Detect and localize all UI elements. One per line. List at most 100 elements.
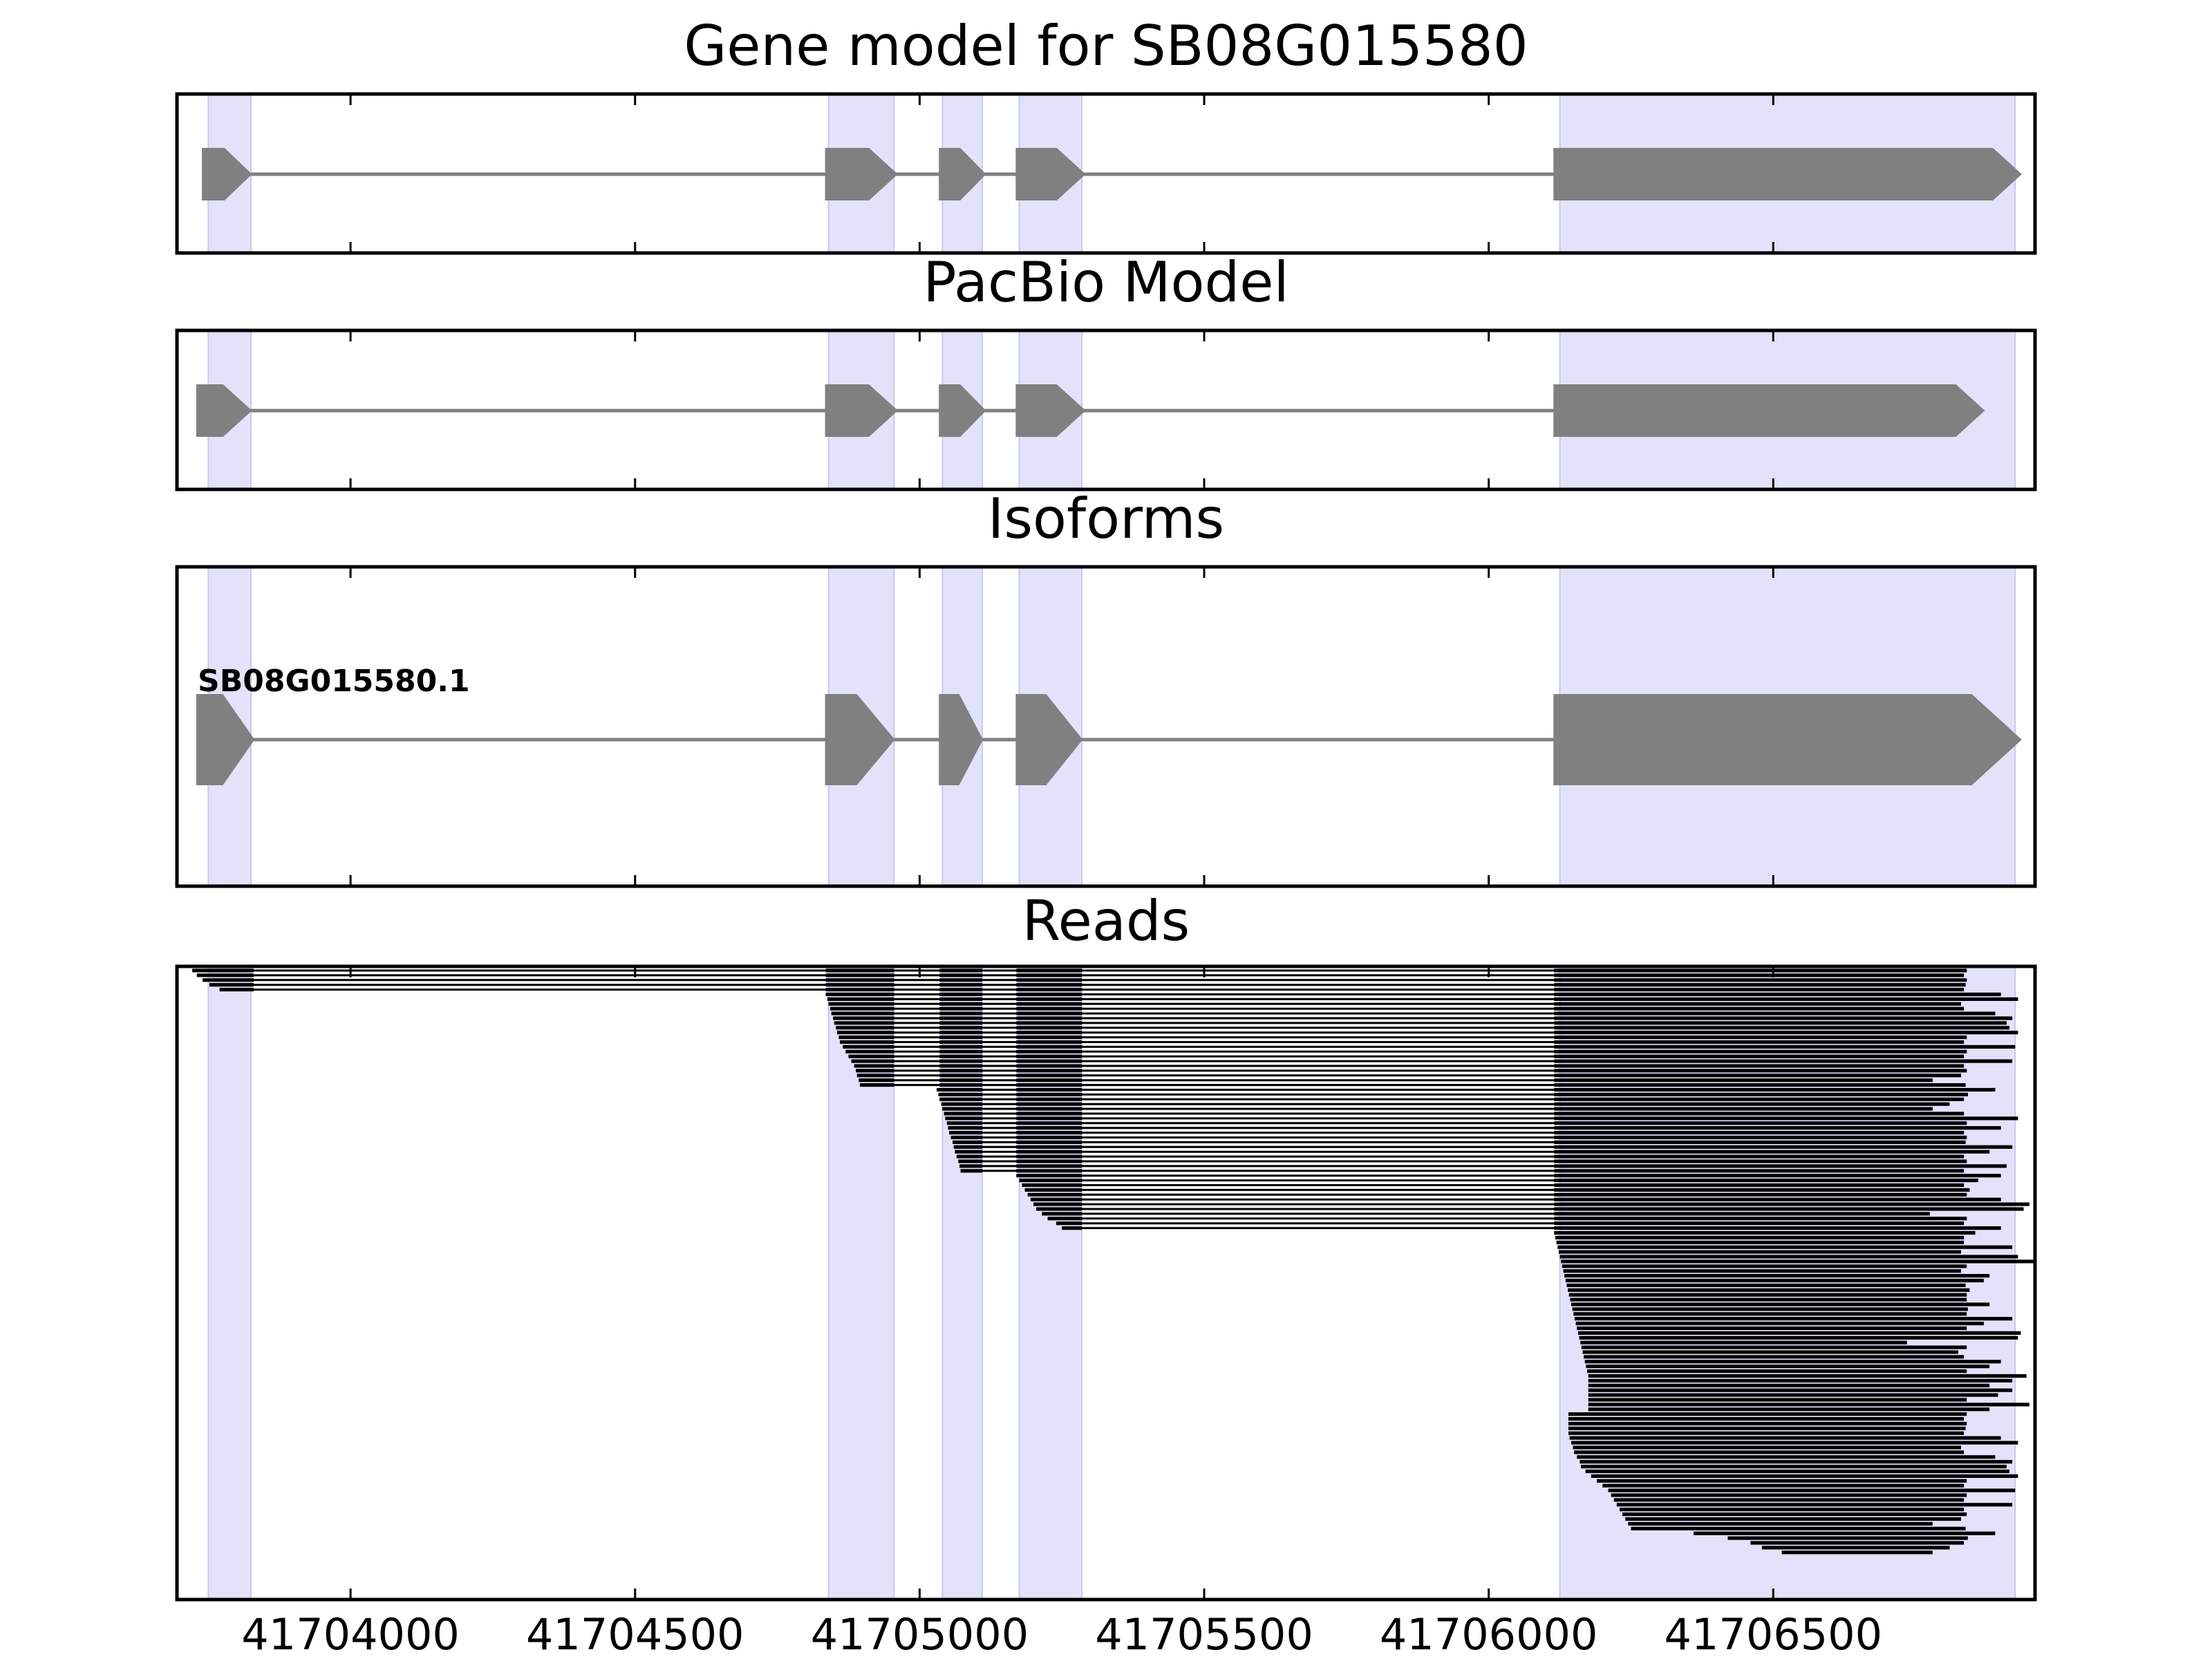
read-exon xyxy=(1016,1131,1082,1135)
read xyxy=(953,1140,1966,1144)
read xyxy=(1581,1345,1967,1349)
read xyxy=(948,1126,2001,1130)
read-exon xyxy=(827,997,894,1001)
read-exon xyxy=(1554,1078,1933,1082)
read-exon xyxy=(1016,1016,1082,1020)
read-exon xyxy=(1030,1197,1082,1201)
read xyxy=(1577,1326,1967,1331)
read-exon xyxy=(1554,992,2001,997)
read xyxy=(1568,1426,1966,1430)
read-exon xyxy=(843,1044,894,1049)
read-exon xyxy=(825,992,894,997)
read-exon xyxy=(1024,1188,1082,1192)
read-exon xyxy=(1580,1460,2013,1464)
read-exon xyxy=(1016,978,1082,982)
read xyxy=(1036,1207,2024,1211)
read-exon xyxy=(825,978,894,982)
read-exon xyxy=(840,1040,894,1044)
read xyxy=(1577,1331,2021,1335)
read xyxy=(825,992,2001,997)
read xyxy=(828,1002,1961,1006)
read xyxy=(1588,1374,2027,1378)
read xyxy=(1586,1365,1990,1369)
read-exon xyxy=(1554,1154,1965,1159)
read-exon xyxy=(1613,1498,1965,1502)
read-exon xyxy=(1554,1031,2018,1035)
read-exon xyxy=(1586,1365,1990,1369)
read xyxy=(1056,1221,1965,1226)
x-tick-label: 41706000 xyxy=(1380,1609,1598,1659)
read xyxy=(219,988,1965,992)
read xyxy=(1555,1235,1965,1239)
read xyxy=(1564,1274,1990,1278)
read-exon xyxy=(1016,1150,1082,1154)
read xyxy=(1727,1536,1968,1540)
read xyxy=(1559,1255,2018,1259)
read xyxy=(949,1131,1965,1135)
read-exon xyxy=(825,983,894,987)
read xyxy=(1587,1369,1967,1374)
read-exon xyxy=(1016,1154,1082,1159)
read-exon xyxy=(939,1064,982,1068)
read-exon xyxy=(1564,1274,1990,1278)
read xyxy=(939,1097,1965,1101)
read xyxy=(941,1102,1950,1106)
exon-shape xyxy=(1015,148,1086,200)
read-exon xyxy=(1554,1207,2024,1211)
read-exon xyxy=(1569,1436,2001,1440)
read-exon xyxy=(1588,1383,1990,1387)
read xyxy=(959,1164,2007,1168)
read-exon xyxy=(1554,1011,1996,1015)
read xyxy=(1597,1479,1967,1483)
read-exon xyxy=(836,1026,894,1030)
read-exon xyxy=(1016,1035,1082,1040)
read-exon xyxy=(1554,997,2018,1001)
read-exon xyxy=(1584,1360,2001,1364)
read-exon xyxy=(1694,1531,1996,1535)
read xyxy=(1694,1531,1996,1535)
read-exon xyxy=(825,988,894,992)
read-exon xyxy=(1616,1503,2013,1507)
read-exon xyxy=(203,978,254,982)
read-exon xyxy=(859,1083,894,1087)
read xyxy=(827,997,2018,1001)
read-exon xyxy=(1016,1097,1082,1101)
read-exon xyxy=(1554,1202,2030,1206)
read xyxy=(1566,1283,1966,1287)
read-exon xyxy=(939,968,982,973)
read-exon xyxy=(1622,1512,1967,1517)
read xyxy=(196,973,1965,977)
read-exon xyxy=(1554,1002,1961,1006)
read xyxy=(946,1121,1967,1125)
read xyxy=(958,1159,1967,1163)
read-exon xyxy=(1571,1302,1990,1306)
read-exon xyxy=(1554,1126,2001,1130)
read-exon xyxy=(1577,1331,2021,1335)
read xyxy=(856,1069,1967,1073)
read xyxy=(1016,1174,2001,1178)
read-exon xyxy=(1016,1126,1082,1130)
read xyxy=(1611,1493,1967,1497)
read-exon xyxy=(939,1054,982,1058)
gene-model-panel: Gene model for SB08G015580 xyxy=(175,14,2037,255)
read xyxy=(955,1150,1990,1154)
exon-shape xyxy=(1015,694,1083,785)
read-exon xyxy=(941,1102,982,1106)
read-exon xyxy=(1554,983,1966,987)
read-exon xyxy=(831,1011,894,1015)
axes-frame xyxy=(175,328,2037,491)
read xyxy=(1620,1508,1965,1512)
read-exon xyxy=(1581,1345,1967,1349)
read-exon xyxy=(939,1026,982,1030)
read xyxy=(1573,1445,1961,1450)
read-exon xyxy=(1062,1226,1082,1230)
read xyxy=(944,1112,1965,1116)
read-exon xyxy=(1554,1135,1967,1140)
read-exon xyxy=(1554,1174,2001,1178)
read-exon xyxy=(1016,992,1082,997)
read xyxy=(1588,1398,1967,1402)
read-exon xyxy=(950,1135,982,1140)
read-exon xyxy=(1554,1230,1976,1235)
read-exon xyxy=(939,1011,982,1015)
read xyxy=(1027,1192,1967,1197)
